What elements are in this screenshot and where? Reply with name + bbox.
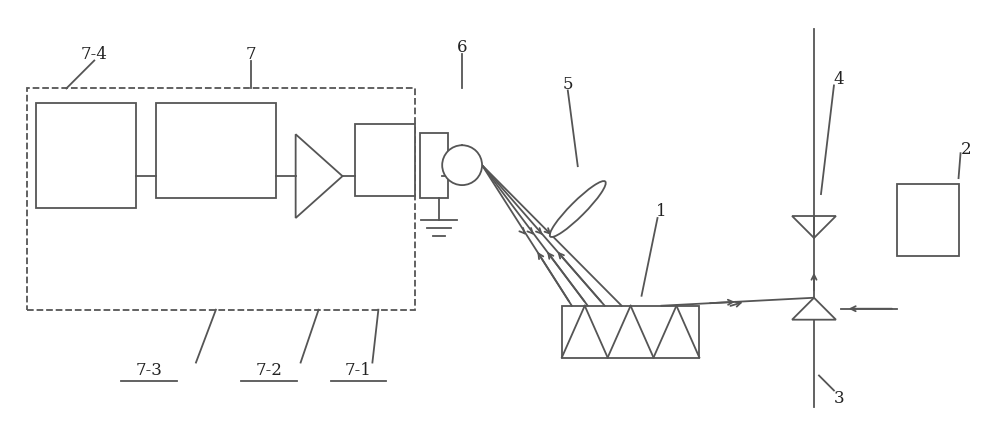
Text: 7-2: 7-2 <box>255 361 282 378</box>
Polygon shape <box>792 298 836 320</box>
Text: 4: 4 <box>834 71 844 88</box>
Text: 1: 1 <box>656 202 667 219</box>
Polygon shape <box>296 135 342 219</box>
Text: 2: 2 <box>961 141 972 157</box>
Bar <box>897 185 959 256</box>
Circle shape <box>442 146 482 186</box>
Text: 7-1: 7-1 <box>345 361 372 378</box>
Bar <box>420 134 448 198</box>
Polygon shape <box>792 216 836 238</box>
Bar <box>562 306 699 358</box>
Text: 5: 5 <box>563 76 573 93</box>
Bar <box>355 125 415 197</box>
Text: 6: 6 <box>457 39 467 56</box>
Ellipse shape <box>550 182 606 237</box>
Bar <box>156 104 276 198</box>
Text: 3: 3 <box>834 389 844 406</box>
Bar <box>27 89 415 310</box>
Bar <box>36 104 136 208</box>
Text: 7-3: 7-3 <box>136 361 163 378</box>
Text: 7-4: 7-4 <box>81 46 108 63</box>
Text: 7: 7 <box>245 46 256 63</box>
